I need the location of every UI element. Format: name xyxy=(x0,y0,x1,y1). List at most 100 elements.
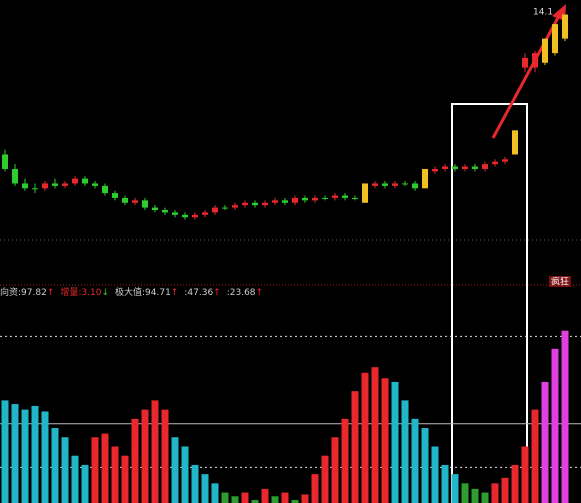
candle-body xyxy=(522,57,528,68)
header-label: 向资: xyxy=(0,286,21,298)
candle-body xyxy=(182,214,188,218)
candle-body xyxy=(282,200,288,203)
bar xyxy=(491,483,499,503)
bar xyxy=(121,455,129,503)
bar xyxy=(151,400,159,503)
bar xyxy=(101,433,109,503)
candle-body xyxy=(562,14,568,39)
candle-body xyxy=(222,207,228,209)
bar xyxy=(441,464,449,503)
bar xyxy=(21,409,29,503)
header-label: : xyxy=(227,288,230,298)
bar xyxy=(551,348,559,503)
candle-body xyxy=(432,168,438,172)
candle-body xyxy=(532,53,538,68)
header-value: 97.82 xyxy=(21,288,47,298)
candle-body xyxy=(272,200,278,203)
bar xyxy=(191,464,199,503)
candle-body xyxy=(142,200,148,208)
bar xyxy=(421,428,429,503)
bar xyxy=(11,404,19,503)
bar xyxy=(411,418,419,503)
bar xyxy=(361,372,369,503)
bar xyxy=(81,464,89,503)
candle-body xyxy=(152,207,158,210)
candle-body xyxy=(392,183,398,186)
candle-body xyxy=(82,178,88,184)
bar xyxy=(521,446,529,503)
candle-body xyxy=(552,24,558,54)
candle-body xyxy=(342,195,348,198)
candle-body xyxy=(412,183,418,189)
bar xyxy=(51,428,59,503)
badge: 疯狂 xyxy=(551,276,569,288)
bar xyxy=(271,496,279,503)
arrow-shaft xyxy=(491,13,562,139)
candle-body xyxy=(232,205,238,208)
candle-body xyxy=(312,197,318,201)
indicator-header: 向资:97.82↑ 增量:3.10↓ 极大值:94.71↑:47.36↑:23.68… xyxy=(0,286,263,298)
bar xyxy=(91,437,99,503)
high-label: 14.1 xyxy=(533,8,553,18)
candle-body xyxy=(212,207,218,213)
candle-body xyxy=(112,193,118,198)
bar xyxy=(291,499,299,503)
bar xyxy=(331,437,339,503)
bar xyxy=(301,494,309,503)
candle-body xyxy=(22,183,28,189)
candle-body xyxy=(482,164,488,169)
bar xyxy=(181,446,189,503)
header-arrow: ↓ xyxy=(101,288,109,298)
bar xyxy=(211,483,219,503)
bar xyxy=(171,437,179,503)
candle-body xyxy=(362,183,368,203)
bar xyxy=(221,492,229,503)
candle-body xyxy=(372,183,378,186)
highlight-box xyxy=(451,103,528,503)
candle-body xyxy=(452,166,458,169)
candle-body xyxy=(32,188,38,190)
candle-body xyxy=(122,197,128,203)
candle-body xyxy=(462,166,468,169)
candle-body xyxy=(2,154,8,169)
candle-body xyxy=(512,130,518,155)
candle-body xyxy=(382,183,388,186)
bar xyxy=(541,381,549,503)
bar xyxy=(141,409,149,503)
candle-body xyxy=(352,197,358,199)
candle-body xyxy=(292,197,298,203)
bar xyxy=(341,418,349,503)
candle-body xyxy=(42,183,48,189)
bar xyxy=(1,400,9,503)
bar xyxy=(31,405,39,503)
candle-body xyxy=(192,214,198,218)
candle-body xyxy=(132,200,138,203)
header-arrow: ↑ xyxy=(47,288,55,298)
bar xyxy=(431,446,439,503)
bar xyxy=(471,488,479,503)
bar xyxy=(41,411,49,503)
candle-body xyxy=(492,161,498,165)
bar xyxy=(461,483,469,503)
bar xyxy=(61,437,69,503)
bar xyxy=(481,492,489,503)
bar xyxy=(451,474,459,503)
bar xyxy=(401,400,409,503)
candle-body xyxy=(202,212,208,215)
candle-body xyxy=(242,202,248,206)
bar xyxy=(391,381,399,503)
bar xyxy=(531,409,539,503)
header-arrow: ↑ xyxy=(171,288,179,298)
badge-bg xyxy=(549,276,571,287)
bar xyxy=(561,330,569,503)
bar xyxy=(201,474,209,503)
bar xyxy=(371,367,379,503)
header-value: 23.68 xyxy=(230,288,256,298)
bar xyxy=(281,492,289,503)
header-value: 3.10 xyxy=(81,288,101,298)
candle-body xyxy=(472,166,478,169)
candle-body xyxy=(52,183,58,186)
header-arrow: ↑ xyxy=(256,288,264,298)
bar xyxy=(241,492,249,503)
